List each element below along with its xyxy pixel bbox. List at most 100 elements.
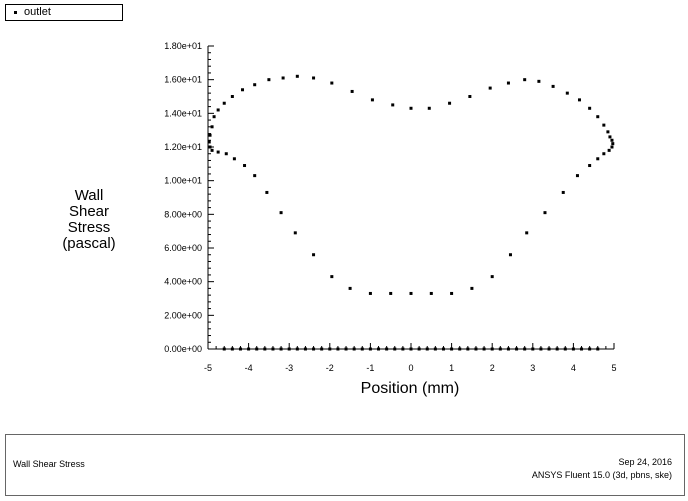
data-point: [596, 157, 600, 161]
data-point: [608, 135, 612, 139]
x-axis-label: Position (mm): [360, 380, 460, 397]
x-tick-label: -3: [285, 363, 293, 373]
footer-panel: Wall Shear Stress Sep 24, 2016 ANSYS Flu…: [5, 434, 685, 496]
data-point: [602, 123, 606, 127]
data-point: [393, 347, 397, 351]
x-tick-label: -1: [366, 363, 374, 373]
y-axis-label-line: Stress: [67, 219, 111, 236]
data-point: [222, 101, 226, 105]
data-point: [238, 347, 242, 351]
data-point: [474, 347, 478, 351]
y-tick-label: 8.00e+00: [164, 209, 202, 219]
data-point: [295, 74, 299, 78]
y-axis-label-line: Shear: [68, 203, 110, 220]
data-point: [565, 91, 569, 95]
y-axis-label: Wall Shear Stress (pascal): [52, 188, 126, 252]
data-point: [208, 133, 212, 137]
data-point: [263, 347, 267, 351]
data-point: [409, 347, 413, 351]
axes: 0.00e+00 2.00e+00 4.00e+00 6.00e+00 8.00e+00…: [164, 41, 616, 373]
data-point: [271, 347, 275, 351]
data-point: [588, 106, 592, 110]
y-tick-label: 4.00e+00: [164, 277, 202, 287]
data-point: [385, 347, 389, 351]
data-point: [253, 174, 257, 178]
data-point: [525, 231, 529, 235]
data-point: [352, 347, 356, 351]
data-point: [255, 347, 259, 351]
data-point: [216, 108, 220, 112]
data-point: [470, 286, 474, 290]
data-point: [207, 140, 211, 144]
data-point: [293, 231, 297, 235]
data-point: [607, 148, 611, 152]
data-point: [368, 291, 372, 295]
data-point: [243, 164, 247, 168]
legend-box: outlet: [5, 4, 123, 21]
data-point: [466, 347, 470, 351]
y-tick-label: 1.60e+01: [164, 75, 202, 85]
data-point: [498, 347, 502, 351]
data-point: [368, 347, 372, 351]
data-point: [488, 86, 492, 90]
data-point: [222, 347, 226, 351]
data-point: [523, 347, 527, 351]
data-point: [506, 347, 510, 351]
data-point: [537, 79, 541, 83]
data-point: [588, 347, 592, 351]
data-point: [312, 76, 316, 80]
data-point: [508, 253, 512, 257]
data-point: [611, 142, 615, 146]
data-point: [563, 347, 567, 351]
data-point: [606, 130, 610, 134]
data-point: [265, 190, 269, 194]
y-tick-label: 1.80e+01: [164, 41, 202, 51]
y-tick-label: 0.00e+00: [164, 344, 202, 354]
data-point: [370, 98, 374, 102]
data-point: [490, 275, 494, 279]
data-point: [523, 78, 527, 82]
x-tick-label: -5: [204, 363, 212, 373]
data-point: [241, 88, 245, 92]
data-point: [531, 347, 535, 351]
data-point: [247, 347, 251, 351]
data-point: [515, 347, 519, 351]
data-point: [409, 106, 413, 110]
data-point: [287, 347, 291, 351]
data-point: [344, 347, 348, 351]
data-point: [448, 101, 452, 105]
data-point: [360, 347, 364, 351]
data-point: [417, 347, 421, 351]
data-point: [330, 81, 334, 85]
data-point: [409, 291, 413, 295]
legend-label: outlet: [24, 6, 51, 18]
scatter-plot: 0.00e+00 2.00e+00 4.00e+00 6.00e+00 8.00e+00…: [164, 41, 616, 373]
data-point: [596, 347, 600, 351]
data-point: [210, 125, 214, 129]
y-tick-label: 1.40e+01: [164, 108, 202, 118]
data-point: [596, 115, 600, 119]
footer-title: Wall Shear Stress: [13, 459, 85, 469]
data-point: [490, 347, 494, 351]
data-point: [543, 211, 547, 215]
data-point: [555, 347, 559, 351]
data-point: [230, 95, 234, 98]
x-tick-label: 1: [449, 363, 454, 373]
x-tick-label: -4: [245, 363, 253, 373]
data-points: [207, 74, 615, 351]
data-point: [295, 347, 299, 351]
y-axis-label-line: Wall: [74, 187, 104, 204]
x-tick-label: 2: [490, 363, 495, 373]
data-point: [348, 286, 352, 290]
data-point: [401, 347, 405, 351]
data-point: [267, 78, 271, 82]
data-point: [433, 347, 437, 351]
data-point: [312, 253, 316, 257]
data-point: [450, 347, 454, 351]
data-point: [427, 106, 431, 110]
data-point: [232, 157, 236, 161]
data-point: [279, 347, 283, 351]
data-point: [216, 150, 220, 154]
data-point: [210, 148, 214, 152]
data-point: [279, 211, 283, 215]
